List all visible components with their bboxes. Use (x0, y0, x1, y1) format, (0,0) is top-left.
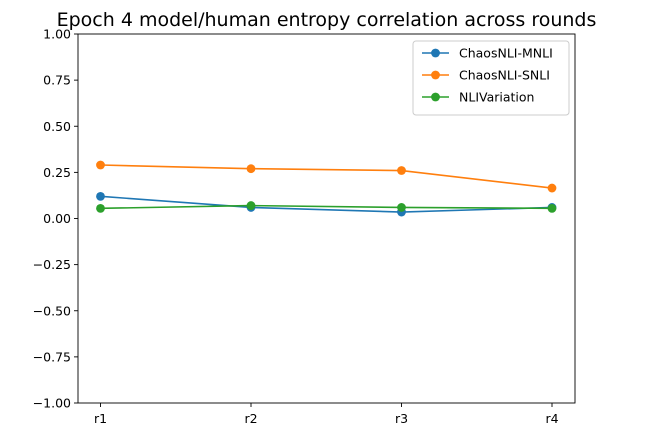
y-tick-label: −0.75 (33, 349, 71, 364)
data-point (96, 203, 105, 213)
data-point (96, 160, 105, 170)
legend: ChaosNLI-MNLI ChaosNLI-SNLI NLIVariation (412, 40, 570, 116)
legend-label: ChaosNLI-SNLI (459, 68, 550, 83)
series-chaosnli-mnli (96, 191, 557, 217)
data-point (547, 183, 557, 193)
y-tick-label: −0.25 (33, 257, 71, 272)
y-axis: −1.00 −0.75 −0.50 −0.25 0.00 0.25 0.50 0.75 1.00 (33, 27, 78, 411)
legend-marker (431, 48, 440, 58)
series-chaosnli-snli (96, 160, 557, 193)
data-point (547, 203, 557, 213)
series-line (100, 164, 553, 189)
y-tick-label: 0.75 (43, 73, 71, 88)
series-nlivariation (96, 201, 557, 213)
legend-item: ChaosNLI-SNLI (422, 68, 550, 83)
data-point (397, 166, 406, 175)
legend-marker (431, 70, 440, 80)
y-tick-label: 0.00 (43, 211, 71, 226)
x-tick-label: r2 (244, 411, 257, 426)
x-tick-label: r4 (545, 411, 558, 426)
y-tick-label: −0.50 (33, 303, 71, 318)
y-tick-label: 0.50 (43, 119, 71, 134)
data-point (397, 203, 406, 212)
data-point (96, 191, 105, 201)
series-layer (96, 160, 557, 217)
chart-title: Epoch 4 model/human entropy correlation … (57, 9, 597, 31)
legend-item: ChaosNLI-MNLI (422, 46, 553, 61)
legend-box (412, 40, 570, 116)
legend-marker (431, 92, 440, 102)
series-line (100, 195, 553, 213)
series-line (100, 204, 553, 210)
y-tick-label: 1.00 (43, 27, 71, 42)
legend-label: ChaosNLI-MNLI (459, 46, 553, 61)
legend-label: NLIVariation (459, 90, 534, 105)
y-tick-label: −1.00 (33, 396, 71, 411)
legend-item: NLIVariation (422, 90, 534, 105)
y-tick-label: 0.25 (43, 165, 71, 180)
data-point (246, 201, 256, 210)
x-axis: r1 r2 r3 r4 (94, 403, 559, 426)
data-point (246, 164, 256, 174)
x-tick-label: r3 (395, 411, 408, 426)
x-tick-label: r1 (94, 411, 107, 426)
